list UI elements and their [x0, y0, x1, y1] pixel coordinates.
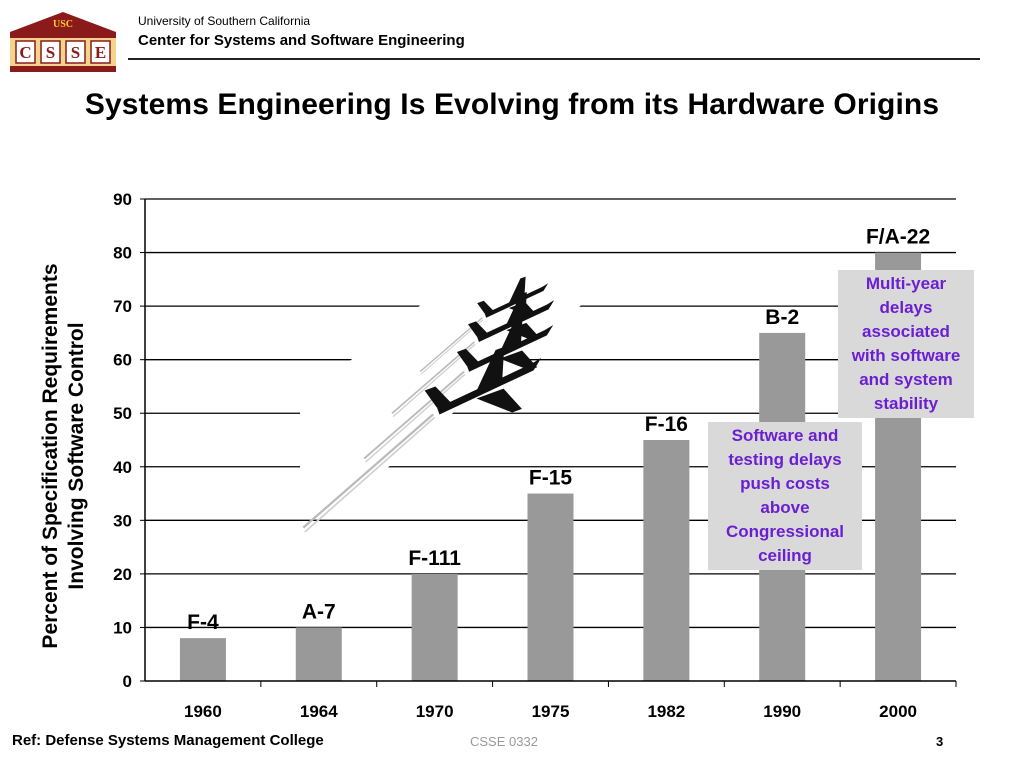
x-tick-label: 1964	[300, 702, 338, 721]
logo-letter-box	[90, 40, 111, 64]
bar-label: F-15	[529, 467, 573, 490]
logo-letter: S	[71, 43, 80, 62]
logo-letter-box	[40, 40, 61, 64]
university-name: University of Southern California	[138, 14, 311, 28]
center-name: Center for Systems and Software Engineer…	[138, 32, 465, 49]
annotation-line: testing delays	[728, 450, 842, 469]
bar-label: F-16	[645, 413, 688, 436]
x-tick-label: 1975	[532, 702, 570, 721]
slide-title: Systems Engineering Is Evolving from its…	[84, 88, 940, 121]
logo-letter: C	[19, 43, 31, 62]
x-tick-label: 2000	[879, 702, 917, 721]
header-divider	[128, 58, 980, 60]
fighter-jets-illustration	[300, 276, 585, 533]
y-tick-label: 20	[113, 565, 132, 584]
x-tick-label: 1982	[647, 702, 685, 721]
annotation-line: stability	[873, 394, 939, 413]
y-tick-label: 80	[113, 244, 132, 263]
logo-letter: S	[46, 43, 55, 62]
bar-label: F-4	[187, 611, 219, 634]
bar-label: F-111	[408, 547, 461, 570]
annotation-line: above	[760, 498, 810, 517]
annotation-line: delays	[879, 298, 933, 317]
y-tick-label: 30	[113, 511, 132, 530]
y-tick-label: 10	[113, 618, 132, 637]
y-tick-label: 70	[113, 297, 132, 316]
logo-letter: E	[95, 43, 106, 62]
annotation-software-testing-delays: Software and testing delays push costs abov…	[708, 422, 862, 570]
bar-label: B-2	[765, 306, 799, 329]
annotation-line: Software and	[731, 426, 839, 445]
annotation-line: Multi-year	[865, 274, 947, 293]
logo-usc-text: USC	[53, 19, 73, 30]
annotation-line: and system	[859, 370, 953, 389]
footer-code: CSSE 0332	[470, 734, 538, 749]
annotation-line: with software	[851, 346, 961, 365]
logo-letter-box	[65, 40, 86, 64]
bar	[527, 493, 574, 681]
annotation-line: push costs	[740, 474, 830, 493]
bar-label: F/A-22	[866, 226, 930, 249]
annotation-line: ceiling	[758, 546, 812, 565]
x-tick-label: 1970	[416, 702, 454, 721]
page-number: 3	[936, 734, 944, 749]
bar	[643, 440, 690, 681]
y-tick-label: 40	[113, 458, 132, 477]
annotation-line: Congressional	[725, 522, 845, 541]
annotation-multi-year-delays: Multi-year delays associated with software a…	[838, 270, 974, 418]
bar-label: A-7	[302, 600, 336, 623]
bar	[411, 573, 458, 681]
bar	[295, 627, 342, 681]
x-tick-label: 1960	[184, 702, 222, 721]
annotation-line: associated	[862, 322, 950, 341]
bar	[179, 638, 226, 681]
logo-letter-box	[15, 40, 36, 64]
y-tick-label: 60	[113, 351, 132, 370]
x-tick-label: 1990	[763, 702, 801, 721]
y-tick-label: 50	[113, 404, 132, 423]
y-tick-label: 90	[113, 190, 132, 209]
reference-text: Ref: Defense Systems Management College	[12, 732, 324, 749]
y-tick-label: 0	[123, 672, 132, 691]
